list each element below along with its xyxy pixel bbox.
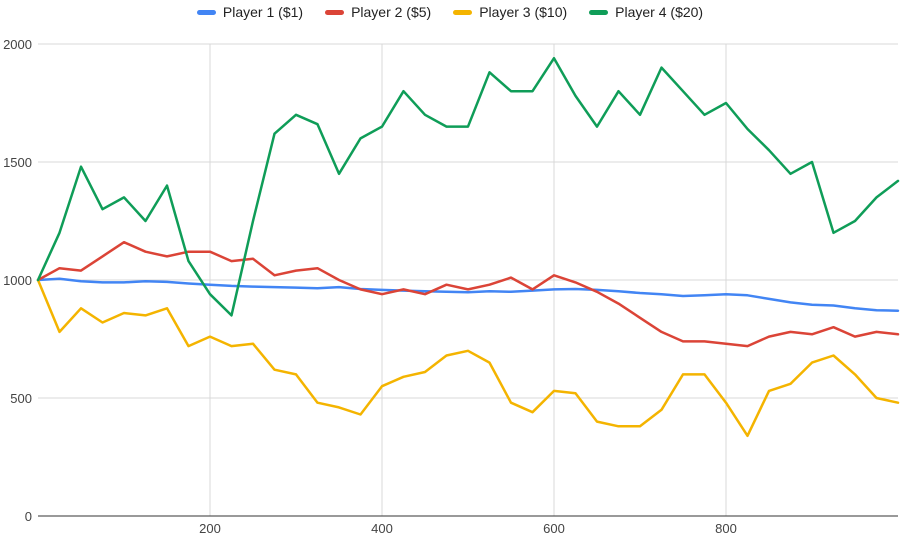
legend-item-player-2[interactable]: Player 2 ($5) (325, 4, 431, 20)
series-line-player-1[interactable] (36, 277, 900, 312)
series-lines (36, 56, 900, 438)
y-tick-label: 0 (25, 509, 32, 524)
series-line-player-3[interactable] (36, 278, 900, 438)
series-line-player-4[interactable] (36, 56, 900, 317)
legend-item-player-1[interactable]: Player 1 ($1) (196, 4, 304, 20)
series-line-player-2[interactable] (36, 240, 900, 348)
legend-item-player-4[interactable]: Player 4 ($20) (589, 4, 703, 20)
x-tick-label: 400 (371, 521, 393, 536)
legend-label: Player 3 ($10) (479, 4, 568, 20)
legend-swatch (453, 9, 473, 15)
y-tick-label: 1500 (3, 155, 32, 170)
legend-label: Player 2 ($5) (351, 4, 432, 20)
x-tick-label: 600 (543, 521, 565, 536)
legend-label: Player 1 ($1) (222, 4, 304, 20)
legend-swatch (196, 9, 216, 15)
x-tick-label: 200 (199, 521, 221, 536)
x-tick-label: 800 (715, 521, 737, 536)
legend-item-player-3[interactable]: Player 3 ($10) (453, 4, 567, 20)
legend-swatch (325, 9, 345, 15)
y-tick-label: 1000 (3, 273, 32, 288)
y-tick-label: 500 (10, 391, 32, 406)
axes: 0 500 1000 1500 2000 200 400 600 800 (3, 37, 898, 536)
legend-label: Player 4 ($20) (615, 4, 704, 20)
y-tick-label: 2000 (3, 37, 32, 52)
legend-swatch (589, 9, 609, 15)
chart-legend: Player 1 ($1) Player 2 ($5) Player 3 ($1… (0, 0, 900, 24)
grid (38, 43, 898, 517)
